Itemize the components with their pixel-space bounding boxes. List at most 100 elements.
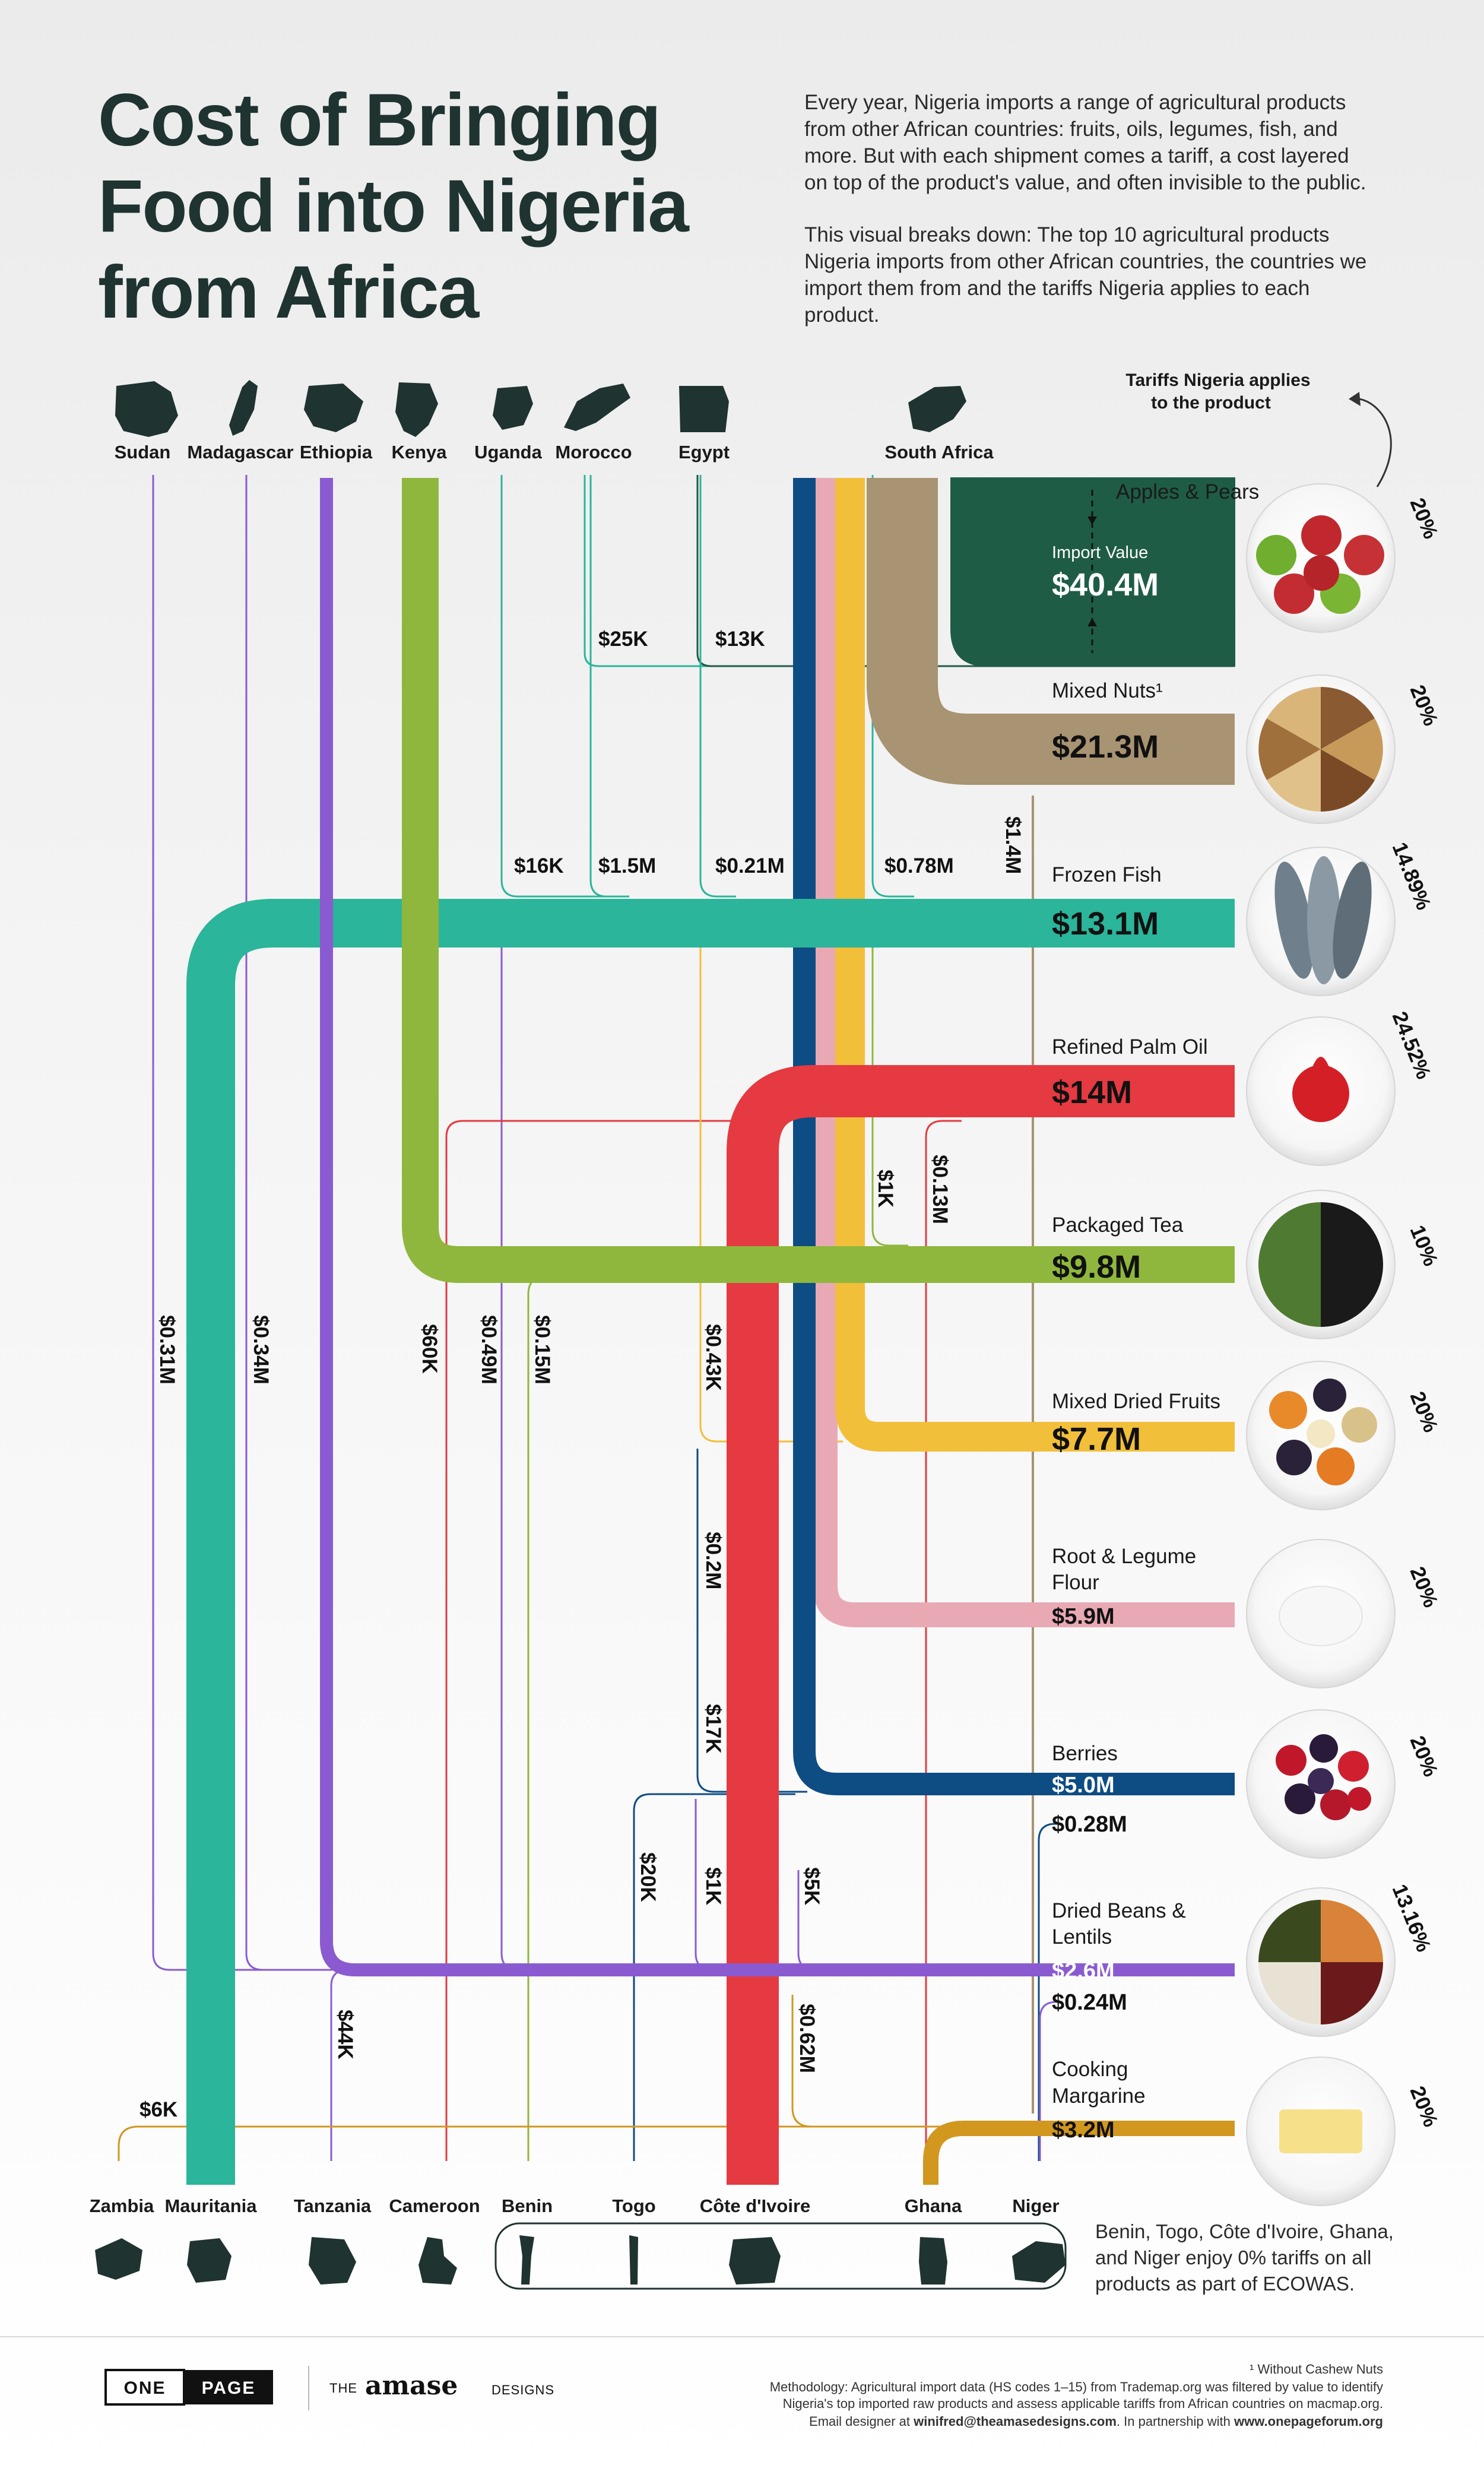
madagascar-icon — [229, 380, 258, 436]
flow-value-labels: $25K $13K $16K $1.5M $0.21M $0.78M $1.4M… — [139, 628, 1025, 2121]
contact-line: Email designer at winifred@theamasedesig… — [809, 2414, 1383, 2429]
product-name-tea: Packaged Tea — [1052, 1214, 1184, 1237]
plate-flour — [1246, 1539, 1396, 1688]
plate-margarine — [1246, 2057, 1396, 2206]
uganda-icon — [493, 386, 533, 430]
ghana-icon — [919, 2237, 947, 2285]
tanzania-icon — [309, 2237, 356, 2285]
apple-icon — [1301, 515, 1342, 556]
flow-label: $0.49M — [477, 1315, 500, 1384]
band-nuts — [867, 478, 1235, 785]
product-value2-beans: $0.24M — [1052, 1990, 1127, 2015]
ethiopia-icon — [304, 384, 363, 432]
flow-label: $0.62M — [795, 2004, 819, 2073]
website-link[interactable]: www.onepageforum.org — [1234, 2414, 1383, 2429]
product-value-berries: $5.0M — [1052, 1773, 1115, 1798]
country-tanzania: Tanzania — [294, 2195, 372, 2216]
product-name-dried-fruits: Mixed Dried Fruits — [1052, 1390, 1220, 1413]
product-name-margarine-2: Margarine — [1052, 2084, 1146, 2108]
product-name-flour-1: Root & Legume — [1052, 1545, 1196, 1568]
tariff-note-arrow — [1359, 398, 1392, 487]
benin-icon — [519, 2235, 534, 2285]
flow-label: $13K — [715, 628, 765, 651]
band-apples — [950, 477, 1235, 667]
amase-logo-designs: DESIGNS — [492, 2382, 554, 2397]
flow-niger-beans — [1039, 2001, 1063, 2161]
mauritania-icon — [187, 2238, 232, 2283]
zambia-icon — [95, 2238, 142, 2280]
flow-sudan-beans — [152, 475, 309, 1971]
country-togo: Togo — [612, 2195, 655, 2216]
country-cote-divoire: Côte d'Ivoire — [700, 2195, 811, 2216]
flow-label: $0.78M — [884, 854, 954, 877]
product-value-flour: $5.9M — [1052, 1604, 1115, 1629]
onepage-logo-box-right — [184, 2370, 273, 2404]
flow-label: $0.43K — [702, 1324, 725, 1391]
cote-divoire-icon — [729, 2237, 781, 2285]
flow-label: $1K — [702, 1867, 725, 1905]
product-value-fish: $13.1M — [1052, 906, 1159, 942]
tariff-dried-fruits: 20% — [1406, 1388, 1442, 1436]
product-value-margarine: $3.2M — [1052, 2118, 1115, 2143]
thick-flows — [186, 477, 1235, 2185]
import-value-label: Import Value — [1052, 543, 1148, 562]
country-mauritania: Mauritania — [164, 2195, 257, 2216]
product-name-nuts: Mixed Nuts¹ — [1052, 679, 1163, 702]
methodology-1: Methodology: Agricultural import data (H… — [770, 2380, 1383, 2394]
apple-icon — [1344, 535, 1384, 575]
tariff-nuts: 20% — [1406, 682, 1442, 729]
flow-egypt-berries — [696, 1449, 807, 1793]
footer-rule — [0, 2336, 1484, 2337]
country-niger: Niger — [1012, 2195, 1059, 2216]
product-value-nuts: $21.3M — [1052, 729, 1159, 765]
flow-benin-tea — [527, 1275, 570, 2161]
flow-egypt-driedfruit — [699, 902, 843, 1443]
footnote: ¹ Without Cashew Nuts — [1250, 2362, 1383, 2377]
flow-morocco-fish — [589, 475, 629, 898]
apple-icon — [1274, 574, 1314, 614]
tariff-note-line2: to the product — [1151, 393, 1271, 413]
plate-dried-fruits — [1246, 1361, 1396, 1510]
flow-cameroon-palm — [445, 1120, 766, 2161]
flow-sa-tea — [871, 902, 908, 1247]
plate-apples — [1246, 483, 1396, 633]
flow-label: $0.34M — [249, 1315, 272, 1384]
product-name-beans-1: Dried Beans & — [1052, 1899, 1186, 1922]
flow-madagascar-beans — [245, 475, 332, 1971]
flow-label: $1.5M — [598, 854, 656, 877]
onepage-logo-page: PAGE — [202, 2378, 256, 2398]
contact-email-link[interactable]: winifred@theamasedesigns.com — [913, 2414, 1117, 2429]
bottom-country-icons — [95, 2235, 1066, 2285]
ecowas-note-1: Benin, Togo, Côte d'Ivoire, Ghana, — [1095, 2220, 1394, 2242]
country-egypt: Egypt — [678, 442, 730, 462]
band-berries — [793, 478, 1235, 1795]
country-south-africa: South Africa — [884, 442, 994, 462]
flow-label: $0.2M — [702, 1532, 725, 1589]
flow-label: $0.15M — [531, 1315, 554, 1384]
flow-label: $0.31M — [156, 1315, 179, 1384]
band-margarine — [923, 2121, 1235, 2185]
plate-nuts — [1246, 674, 1396, 824]
flow-uganda-fish — [500, 475, 617, 898]
flow-ghana-palm — [925, 1120, 962, 2161]
flow-label: $16K — [514, 854, 564, 877]
flow-sa-fish — [871, 475, 914, 898]
top-country-icons — [115, 380, 966, 437]
product-value-beans: $2.6M — [1052, 1959, 1115, 1984]
product-labels: Apples & Pears Import Value $40.4M Mixed… — [1052, 480, 1259, 2143]
ecowas-group-outline — [494, 2222, 1067, 2290]
plate-beans — [1246, 1887, 1396, 2037]
plate-berries — [1246, 1709, 1396, 1859]
food-plates — [1246, 483, 1396, 2206]
product-name-berries: Berries — [1052, 1742, 1118, 1765]
niger-icon — [1012, 2241, 1066, 2283]
arrow-head-icon — [1349, 392, 1361, 406]
product-value-apples: $40.4M — [1052, 567, 1159, 603]
amase-logo-amase: amase — [365, 2371, 458, 2401]
band-flour — [813, 478, 1235, 1627]
product-value-tea: $9.8M — [1052, 1249, 1141, 1285]
page-title: Cost of Bringing Food into Nigeria from … — [98, 79, 689, 334]
flow-label: $44K — [334, 2010, 357, 2060]
product-name-beans-2: Lentils — [1052, 1925, 1112, 1948]
apple-icon — [1304, 555, 1339, 591]
